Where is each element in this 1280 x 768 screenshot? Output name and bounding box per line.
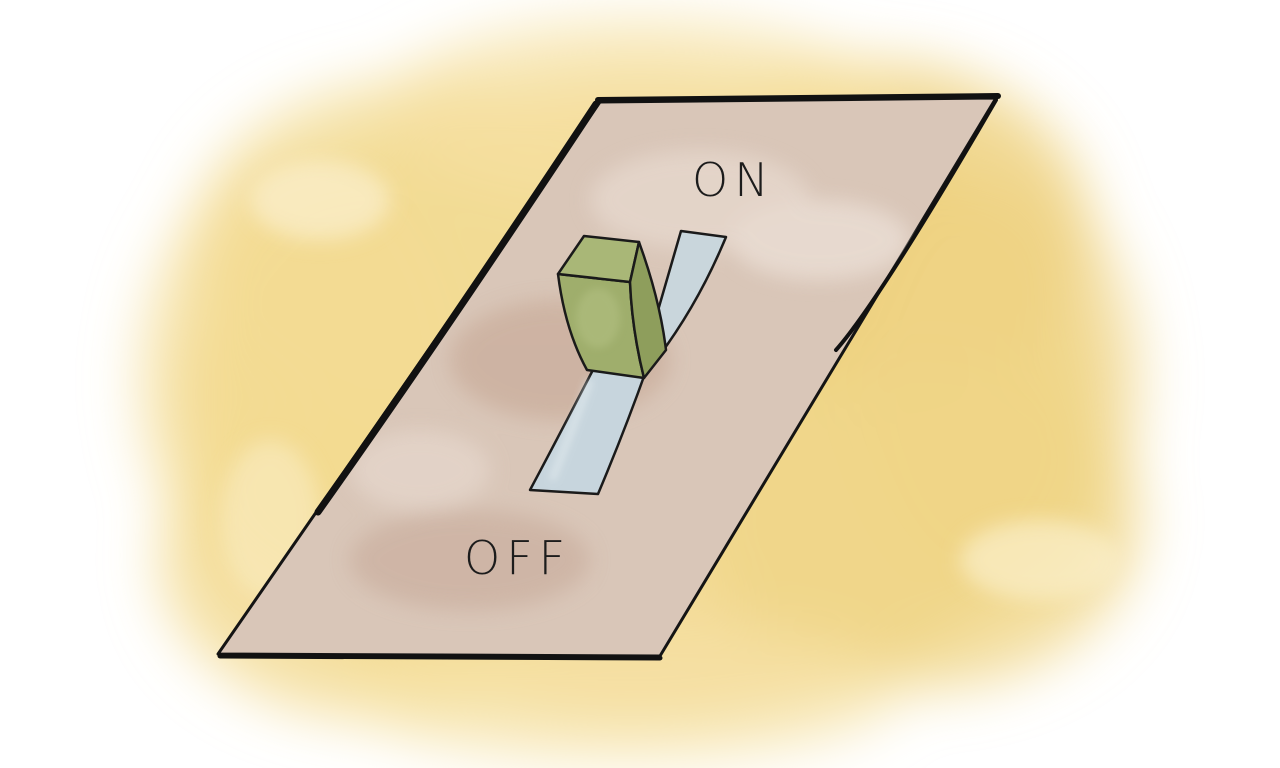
toggle-slot: [528, 229, 728, 496]
switch-plate-bottom-edge: [217, 653, 663, 661]
switch-plate-right-edge: [834, 98, 998, 352]
background-light-patches: [220, 160, 1120, 600]
toggle-lever[interactable]: [556, 234, 668, 380]
switch-plate-left-edge: [314, 100, 600, 516]
on-label: ON: [692, 153, 775, 207]
switch-plate-top-edge: [595, 93, 1001, 103]
off-label: OFF: [464, 531, 571, 585]
toggle-lever-side-face: [628, 240, 668, 380]
